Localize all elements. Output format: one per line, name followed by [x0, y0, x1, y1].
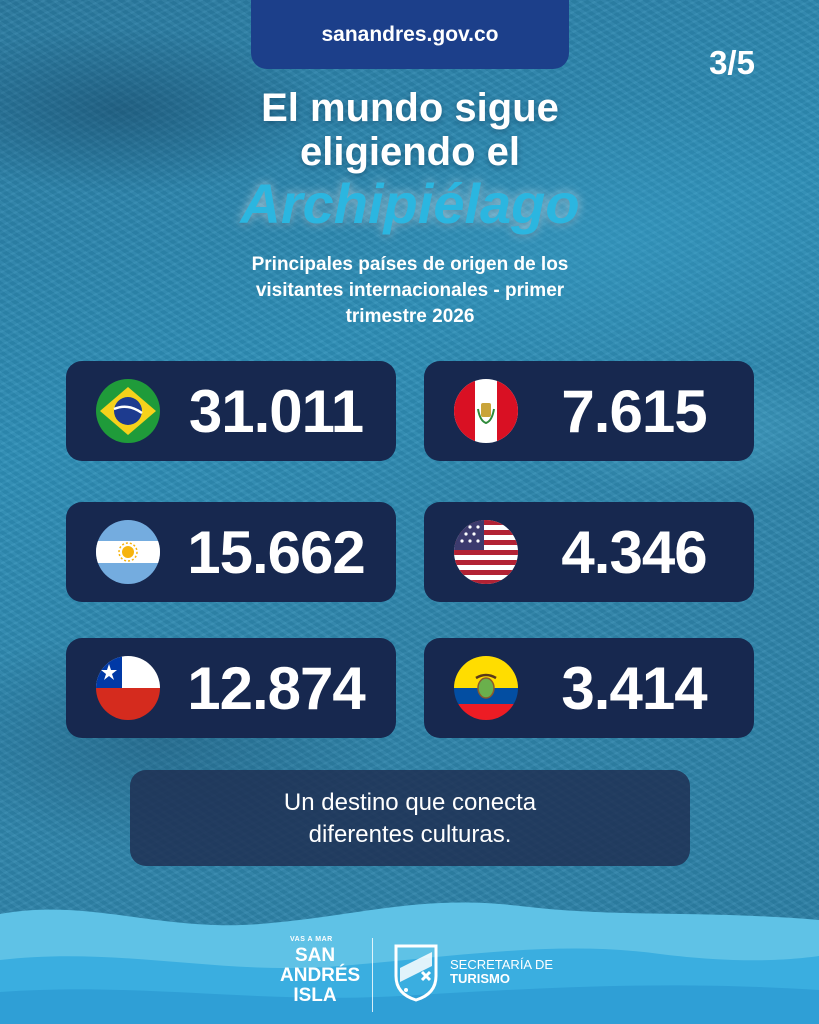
- country-card-ecuador: 3.414: [424, 638, 754, 738]
- visitor-count: 7.615: [561, 377, 707, 445]
- usa-flag-icon: [454, 520, 518, 584]
- visitor-count: 31.011: [188, 377, 364, 445]
- shield-icon: [394, 944, 438, 1002]
- san-andres-logo-line-2: ANDRÉS: [280, 965, 361, 986]
- country-card-chile: 12.874: [66, 638, 396, 738]
- title-line-2: eligiendo el: [299, 130, 521, 174]
- san-andres-logo-line-3: ISLA: [293, 985, 337, 1006]
- country-card-usa: 4.346: [424, 502, 754, 602]
- tagline-box: Un destino que conecta diferentes cultur…: [130, 770, 690, 866]
- san-andres-logo-tagline: VAS A MAR: [290, 936, 333, 943]
- ecuador-flag-icon: [454, 656, 518, 720]
- country-card-peru: 7.615: [424, 361, 754, 461]
- visitor-count: 3.414: [561, 654, 707, 722]
- san-andres-logo-line-1: SAN: [294, 945, 336, 966]
- title-accent: Archipiélago: [240, 172, 580, 235]
- title-line-1: El mundo sigue: [261, 86, 559, 130]
- country-card-argentina: 15.662: [66, 502, 396, 602]
- department-line-1: SECRETARÍA DE: [450, 957, 554, 972]
- website-url[interactable]: sanandres.gov.co: [251, 0, 569, 69]
- footer-logos: VAS A MAR SAN ANDRÉS ISLA SECRETARÍA DE …: [0, 930, 819, 1024]
- brazil-flag-icon: [96, 379, 160, 443]
- country-card-brazil: 31.011: [66, 361, 396, 461]
- visitor-count: 4.346: [561, 518, 707, 586]
- chile-flag-icon: [96, 656, 160, 720]
- page-counter: 3/5: [709, 44, 755, 81]
- visitor-count: 12.874: [187, 654, 366, 722]
- argentina-flag-icon: [96, 520, 160, 584]
- subtitle-line-3: trimestre 2026: [345, 306, 475, 327]
- department-line-2: TURISMO: [450, 971, 510, 986]
- subtitle-line-1: Principales países de origen de los: [251, 254, 569, 275]
- footer-wave: [0, 902, 819, 1024]
- tagline-line-1: Un destino que conecta: [283, 789, 537, 816]
- peru-flag-icon: [454, 379, 518, 443]
- visitor-count: 15.662: [187, 518, 366, 586]
- tagline-line-2: diferentes culturas.: [308, 821, 512, 848]
- subtitle-line-2: visitantes internacionales - primer: [255, 280, 565, 301]
- logo-divider: [372, 938, 373, 1012]
